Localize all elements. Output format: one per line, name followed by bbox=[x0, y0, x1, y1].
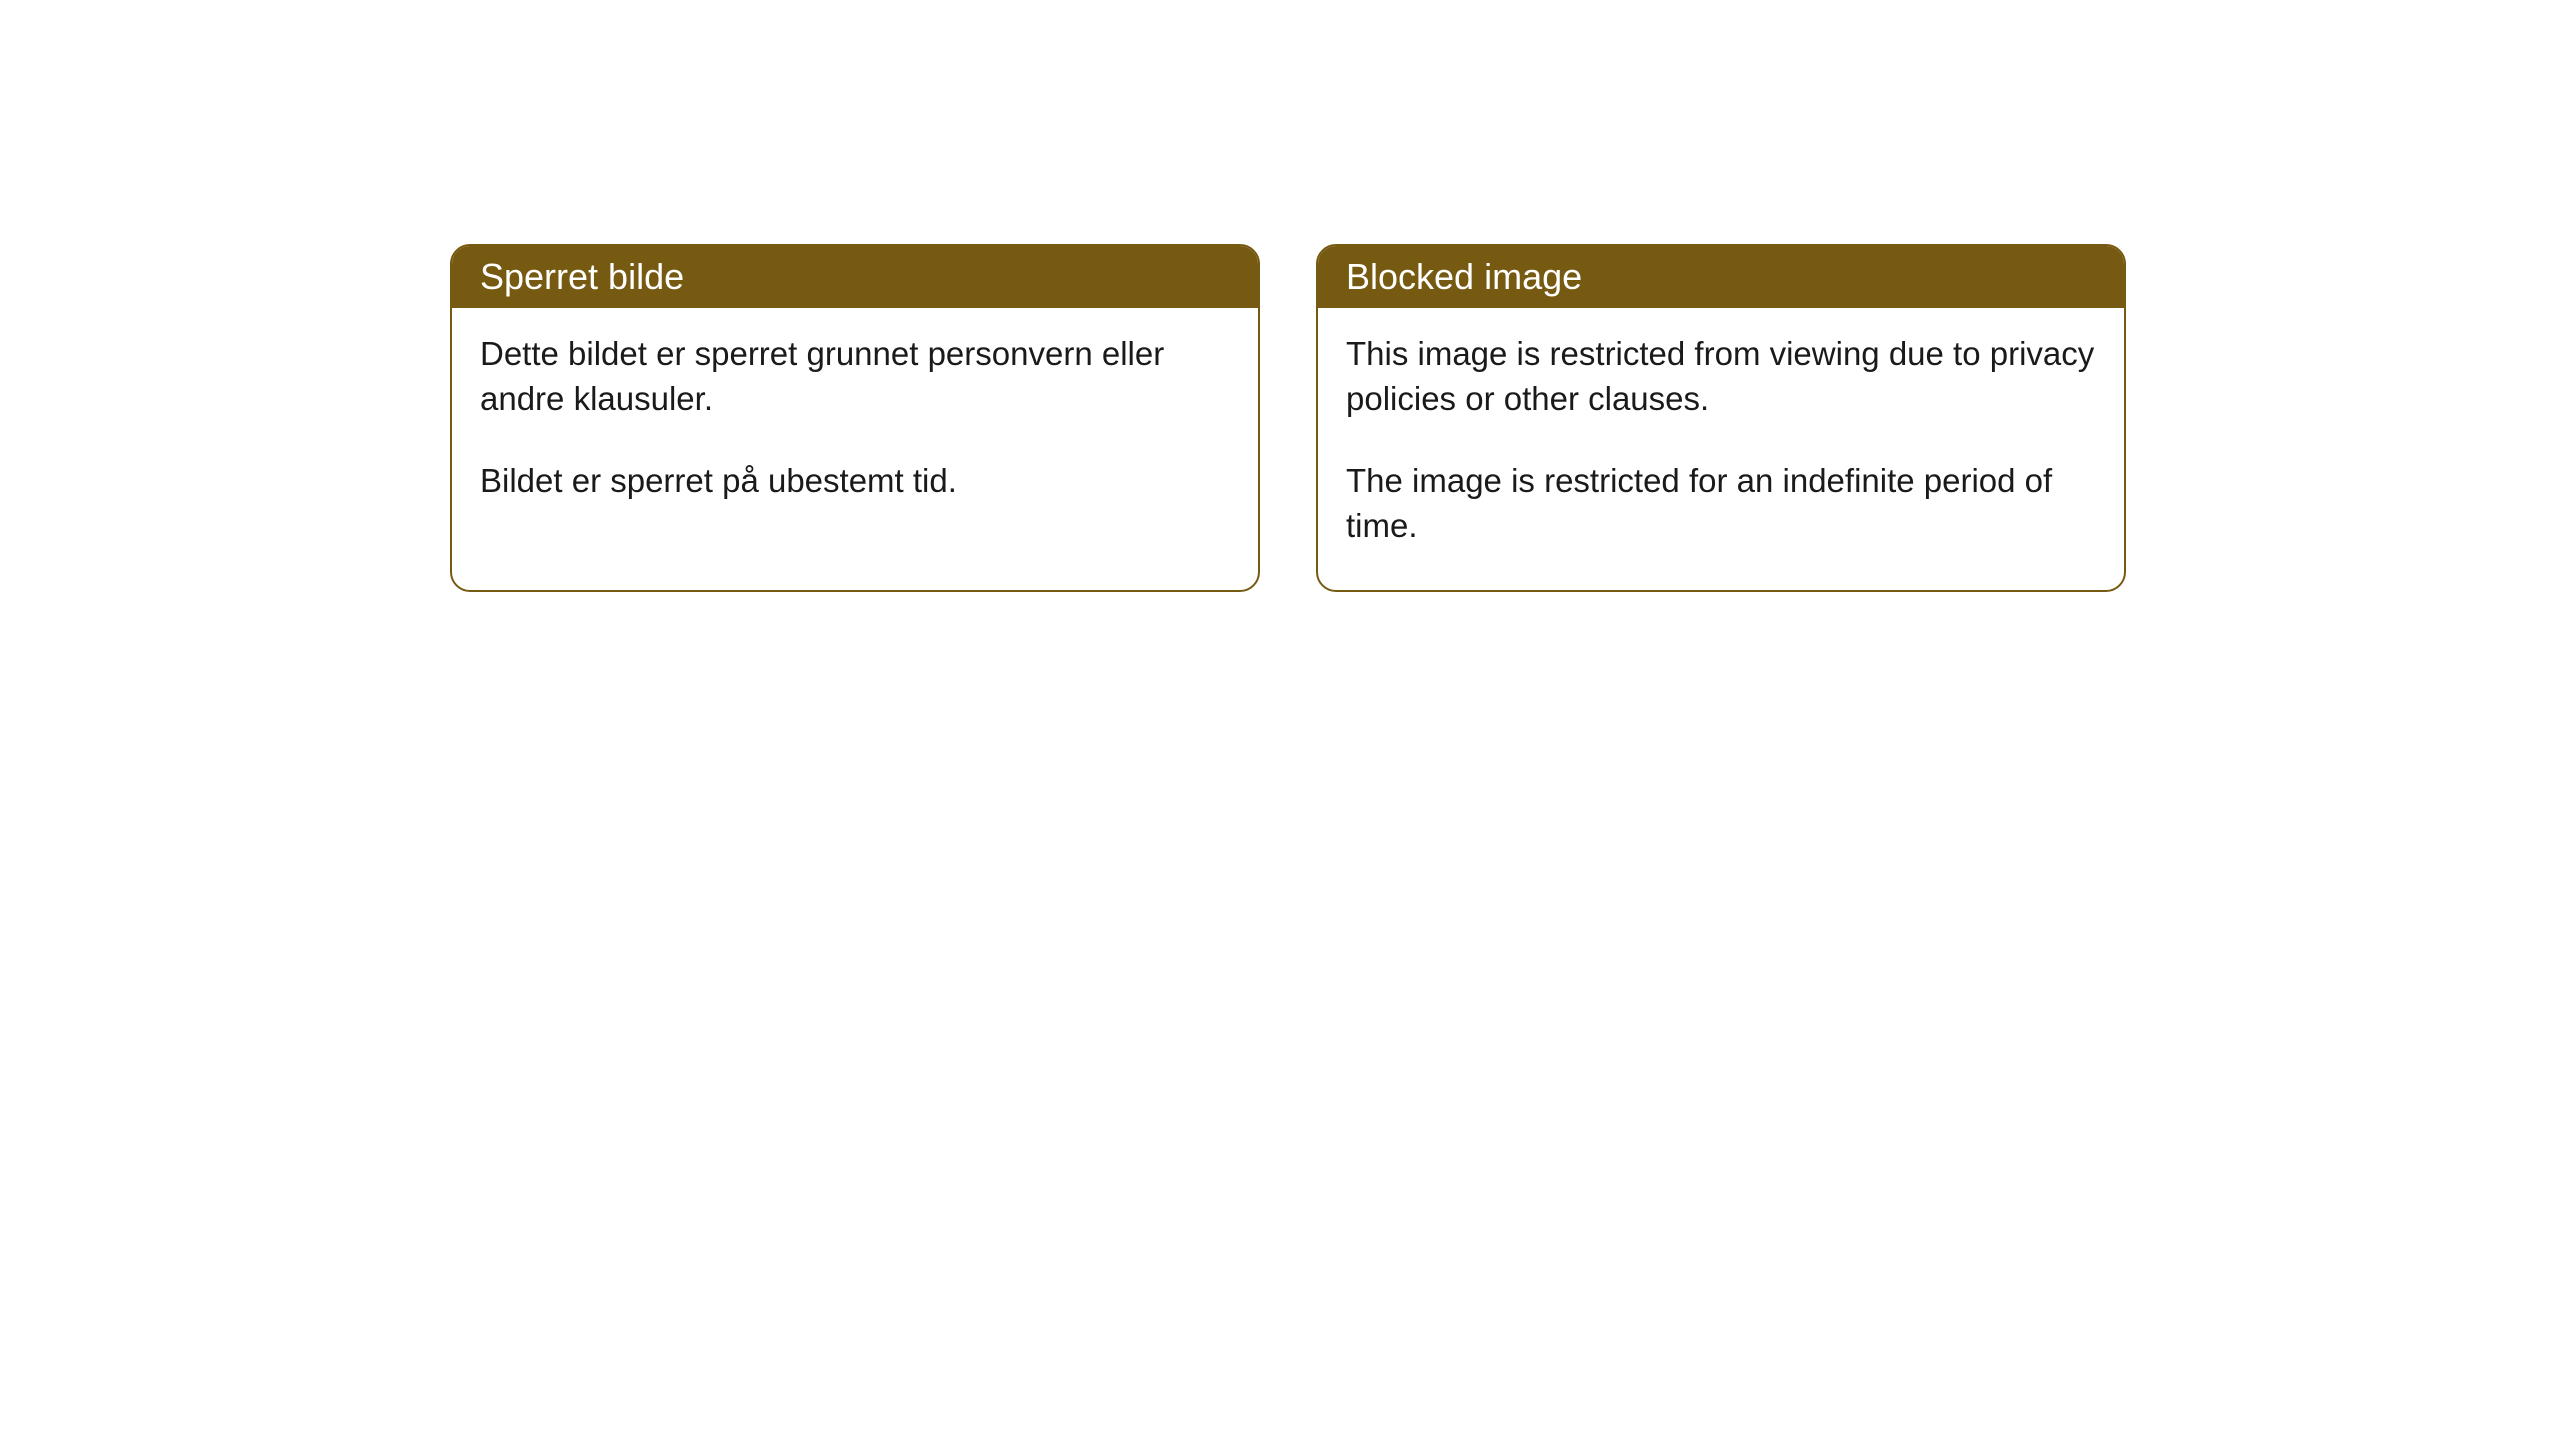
card-body: Dette bildet er sperret grunnet personve… bbox=[452, 308, 1258, 546]
card-header: Blocked image bbox=[1318, 246, 2124, 308]
blocked-image-card-no: Sperret bilde Dette bildet er sperret gr… bbox=[450, 244, 1260, 592]
card-body: This image is restricted from viewing du… bbox=[1318, 308, 2124, 590]
blocked-image-card-en: Blocked image This image is restricted f… bbox=[1316, 244, 2126, 592]
card-header: Sperret bilde bbox=[452, 246, 1258, 308]
card-paragraph: This image is restricted from viewing du… bbox=[1346, 332, 2096, 421]
card-paragraph: The image is restricted for an indefinit… bbox=[1346, 459, 2096, 548]
card-paragraph: Bildet er sperret på ubestemt tid. bbox=[480, 459, 1230, 504]
card-paragraph: Dette bildet er sperret grunnet personve… bbox=[480, 332, 1230, 421]
notice-cards-container: Sperret bilde Dette bildet er sperret gr… bbox=[450, 244, 2126, 592]
